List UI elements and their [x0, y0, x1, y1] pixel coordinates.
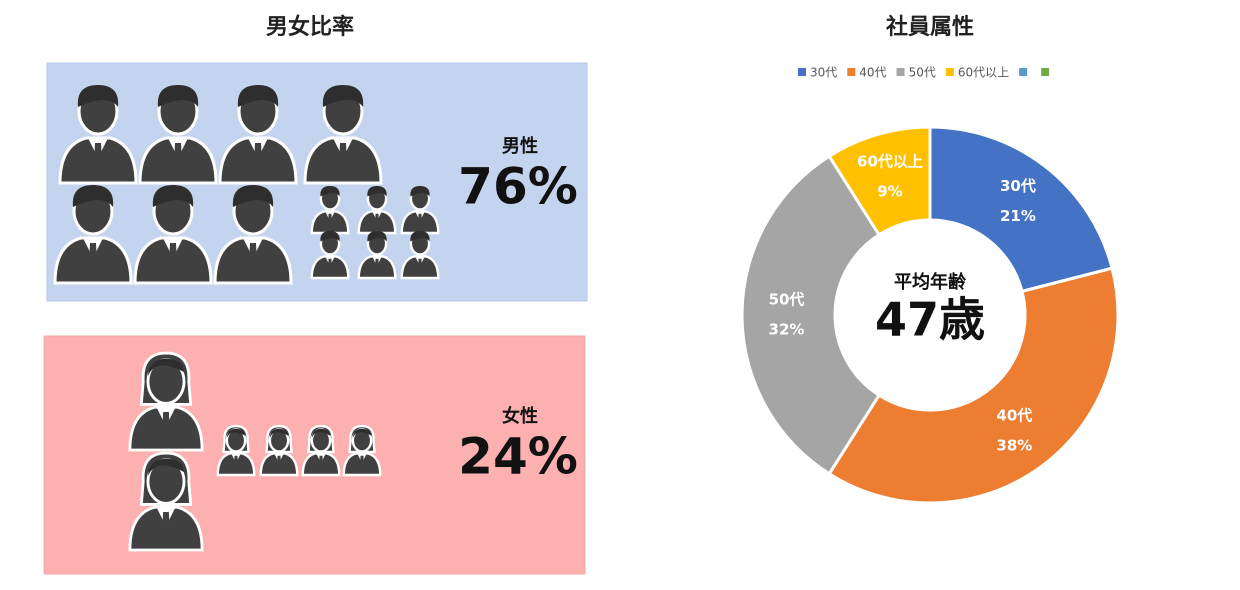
legend-swatch — [1019, 68, 1028, 76]
female-icon — [342, 424, 382, 477]
donut-segment — [928, 125, 1114, 294]
icon-hair — [320, 230, 340, 242]
icon-tie — [418, 213, 422, 227]
icon-hair — [322, 85, 364, 107]
icon-tie — [169, 243, 177, 269]
icon-hair — [226, 428, 246, 438]
icon-hair — [157, 85, 199, 107]
panel-title: 男女比率 — [266, 14, 354, 40]
icon-hair — [352, 428, 372, 438]
legend-label: 60代以上 — [958, 66, 1009, 80]
icon-tie — [277, 455, 281, 469]
legend-label: 40代 — [859, 66, 886, 80]
chart-title: 社員属性 — [886, 14, 974, 40]
group-percent: 76% — [458, 158, 578, 216]
legend-swatch — [847, 68, 856, 76]
segment-label: 32% — [769, 321, 805, 339]
donut-segment — [827, 266, 1120, 505]
male-icon — [53, 185, 133, 285]
donut-segment — [827, 125, 932, 237]
segment-category: 50代 — [769, 291, 805, 309]
icon-tie — [375, 258, 379, 272]
icon-tie — [94, 143, 102, 169]
legend-label: 30代 — [810, 66, 837, 80]
male-icon — [133, 185, 213, 285]
male-icon — [303, 85, 383, 185]
icon-hair — [147, 458, 185, 476]
icon-hair — [72, 185, 114, 207]
female-icon — [301, 424, 341, 477]
icon-hair — [147, 358, 185, 376]
segment-category: 30代 — [1000, 177, 1036, 195]
male-icon — [310, 185, 350, 235]
male-icon — [357, 185, 397, 235]
group-percent: 24% — [458, 428, 578, 486]
male-icon — [138, 85, 218, 185]
male-icon — [218, 85, 298, 185]
icon-tie — [254, 143, 262, 169]
icon-hair — [77, 85, 119, 107]
group-label: 男性 — [502, 135, 538, 157]
icon-hair — [410, 230, 430, 242]
legend-label: 50代 — [909, 66, 936, 80]
icon-hair — [232, 185, 274, 207]
icon-tie — [162, 412, 170, 437]
segment-category: 60代以上 — [857, 153, 923, 171]
icon-tie — [328, 258, 332, 272]
group-label: 女性 — [502, 405, 538, 427]
male-icon — [213, 185, 293, 285]
icon-tie — [174, 143, 182, 169]
icon-tie — [360, 455, 364, 469]
icon-tie — [339, 143, 347, 169]
icon-hair — [311, 428, 331, 438]
icon-tie — [418, 258, 422, 272]
male-icon — [310, 230, 350, 280]
icon-tie — [89, 243, 97, 269]
legend-swatch — [798, 68, 806, 76]
icon-hair — [410, 185, 430, 197]
segment-label: 9% — [877, 183, 902, 201]
center-value: 47歳 — [875, 293, 985, 347]
female-icon — [259, 424, 299, 477]
female-icon — [128, 451, 204, 552]
segment-category: 40代 — [996, 407, 1032, 425]
icon-hair — [152, 185, 194, 207]
male-icon — [357, 230, 397, 280]
male-icon — [400, 230, 440, 280]
gender-panel: 男女比率 男性 76% 女性 24% — [43, 14, 588, 575]
icon-tie — [162, 512, 170, 537]
icon-hair — [320, 185, 340, 197]
legend-swatch — [896, 68, 905, 76]
donut-segment — [740, 154, 882, 476]
icon-tie — [375, 213, 379, 227]
icon-hair — [269, 428, 289, 438]
male-icon — [400, 185, 440, 235]
segment-label: 38% — [996, 437, 1032, 455]
female-icon — [128, 351, 204, 452]
icon-hair — [237, 85, 279, 107]
icon-tie — [249, 243, 257, 269]
icon-tie — [234, 455, 238, 469]
female-icon — [216, 424, 256, 477]
icon-hair — [367, 185, 387, 197]
icon-tie — [319, 455, 323, 469]
male-icon — [58, 85, 138, 185]
center-label: 平均年齢 — [894, 271, 967, 293]
icon-hair — [367, 230, 387, 242]
segment-label: 21% — [1000, 207, 1036, 225]
legend-swatch — [945, 68, 954, 76]
icon-tie — [328, 213, 332, 227]
legend-swatch — [1041, 68, 1050, 76]
